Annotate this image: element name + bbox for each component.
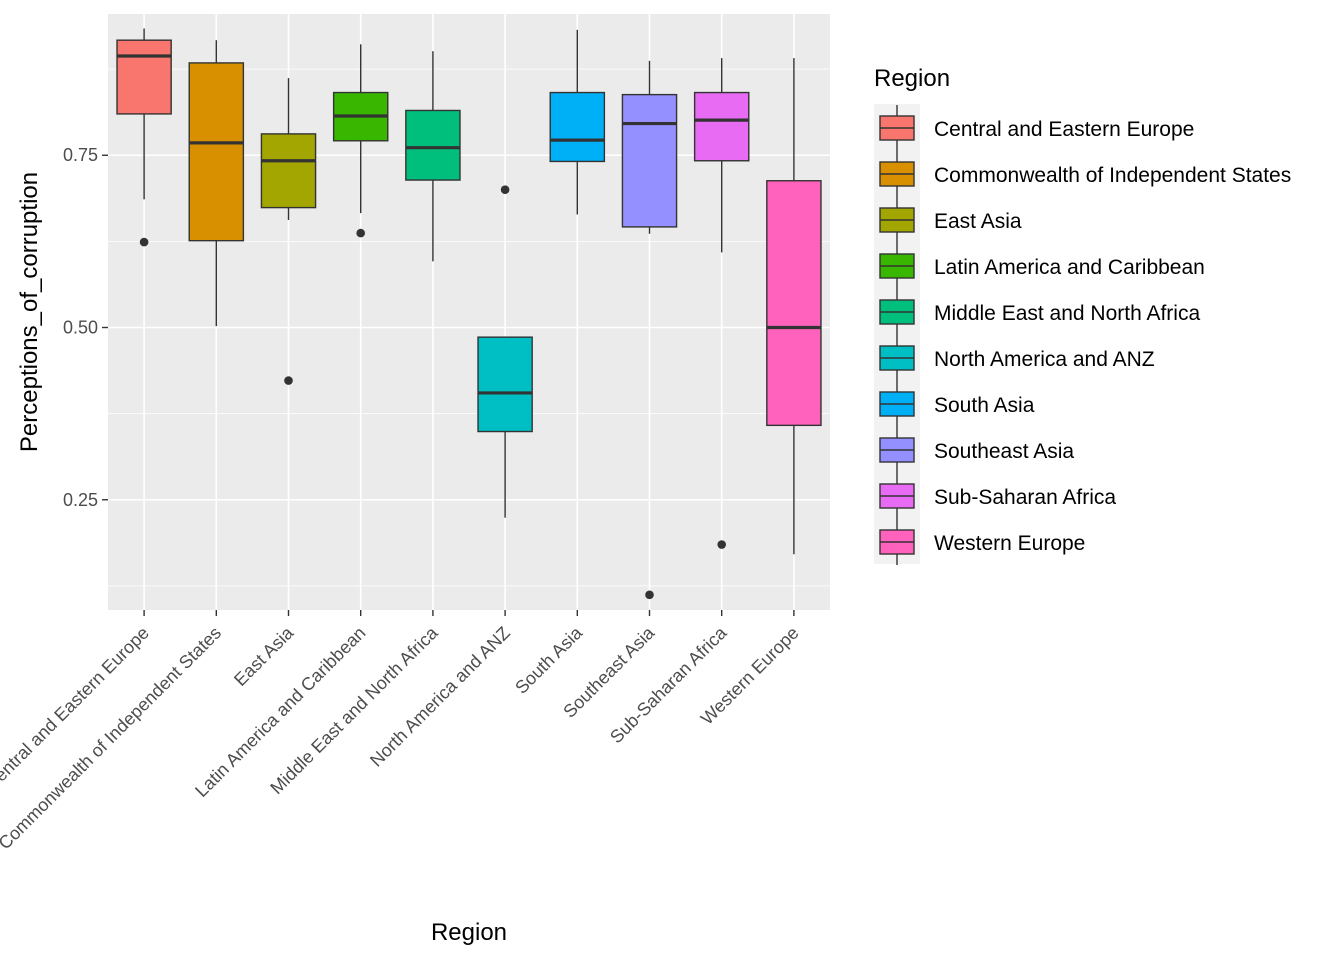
- box-body: [549, 91, 606, 163]
- x-tick-label: North America and ANZ: [366, 623, 514, 771]
- outlier-point: [139, 237, 149, 247]
- legend-label: East Asia: [934, 210, 1022, 233]
- box-body: [116, 39, 172, 115]
- box-body: [621, 93, 678, 228]
- box-2: [260, 78, 317, 385]
- legend-label: Central and Eastern Europe: [934, 118, 1194, 141]
- box-4: [405, 51, 461, 262]
- box-body: [766, 180, 822, 427]
- x-tick-label: East Asia: [230, 622, 298, 690]
- box-body: [405, 109, 461, 181]
- legend-item: Middle East and North Africa: [879, 289, 1200, 335]
- legend-item: Commonwealth of Independent States: [879, 151, 1291, 197]
- box-body: [693, 91, 750, 162]
- box-6: [549, 29, 606, 215]
- legend-item: East Asia: [879, 197, 1022, 243]
- legend-label: Sub-Saharan Africa: [934, 486, 1116, 509]
- legend-item: Sub-Saharan Africa: [879, 473, 1116, 519]
- legend-label: Middle East and North Africa: [934, 302, 1200, 325]
- x-tick-label: South Asia: [511, 622, 587, 698]
- box-9: [766, 58, 822, 555]
- box-7: [621, 60, 678, 600]
- legend-label: North America and ANZ: [934, 348, 1155, 371]
- legend-item: Western Europe: [879, 519, 1085, 565]
- outlier-point: [717, 540, 726, 549]
- legend-label: Southeast Asia: [934, 440, 1074, 463]
- legend-label: Commonwealth of Independent States: [934, 164, 1291, 187]
- box-body: [477, 336, 533, 433]
- box-body: [188, 62, 245, 242]
- outlier-point: [500, 185, 510, 194]
- legend-label: South Asia: [934, 394, 1035, 417]
- y-axis-title: Perceptions_of_corruption: [16, 172, 43, 452]
- box-3: [332, 44, 389, 238]
- legend: Region Central and Eastern Europe Commonw…: [874, 65, 1291, 565]
- legend-item: Central and Eastern Europe: [879, 105, 1194, 151]
- box-0: [116, 28, 172, 247]
- legend-label: Latin America and Caribbean: [934, 256, 1205, 279]
- box-1: [188, 40, 245, 327]
- x-axis-title: Region: [431, 919, 507, 946]
- outlier-point: [645, 590, 654, 600]
- legend-label: Western Europe: [934, 532, 1085, 555]
- box-series: [116, 28, 822, 600]
- legend-item: Southeast Asia: [879, 427, 1074, 473]
- y-tick-label: 0.25: [63, 490, 98, 510]
- box-5: [477, 185, 533, 518]
- y-tick-label: 0.75: [63, 145, 98, 165]
- legend-title: Region: [874, 65, 950, 92]
- box-8: [693, 58, 750, 549]
- box-body: [260, 133, 317, 209]
- outlier-point: [284, 376, 293, 385]
- y-axis: 0.25 0.50 0.75: [63, 145, 108, 510]
- outlier-point: [356, 228, 366, 238]
- legend-item: South Asia: [879, 381, 1035, 427]
- legend-item: North America and ANZ: [879, 335, 1155, 381]
- legend-item: Latin America and Caribbean: [879, 243, 1205, 289]
- y-tick-label: 0.50: [63, 318, 98, 338]
